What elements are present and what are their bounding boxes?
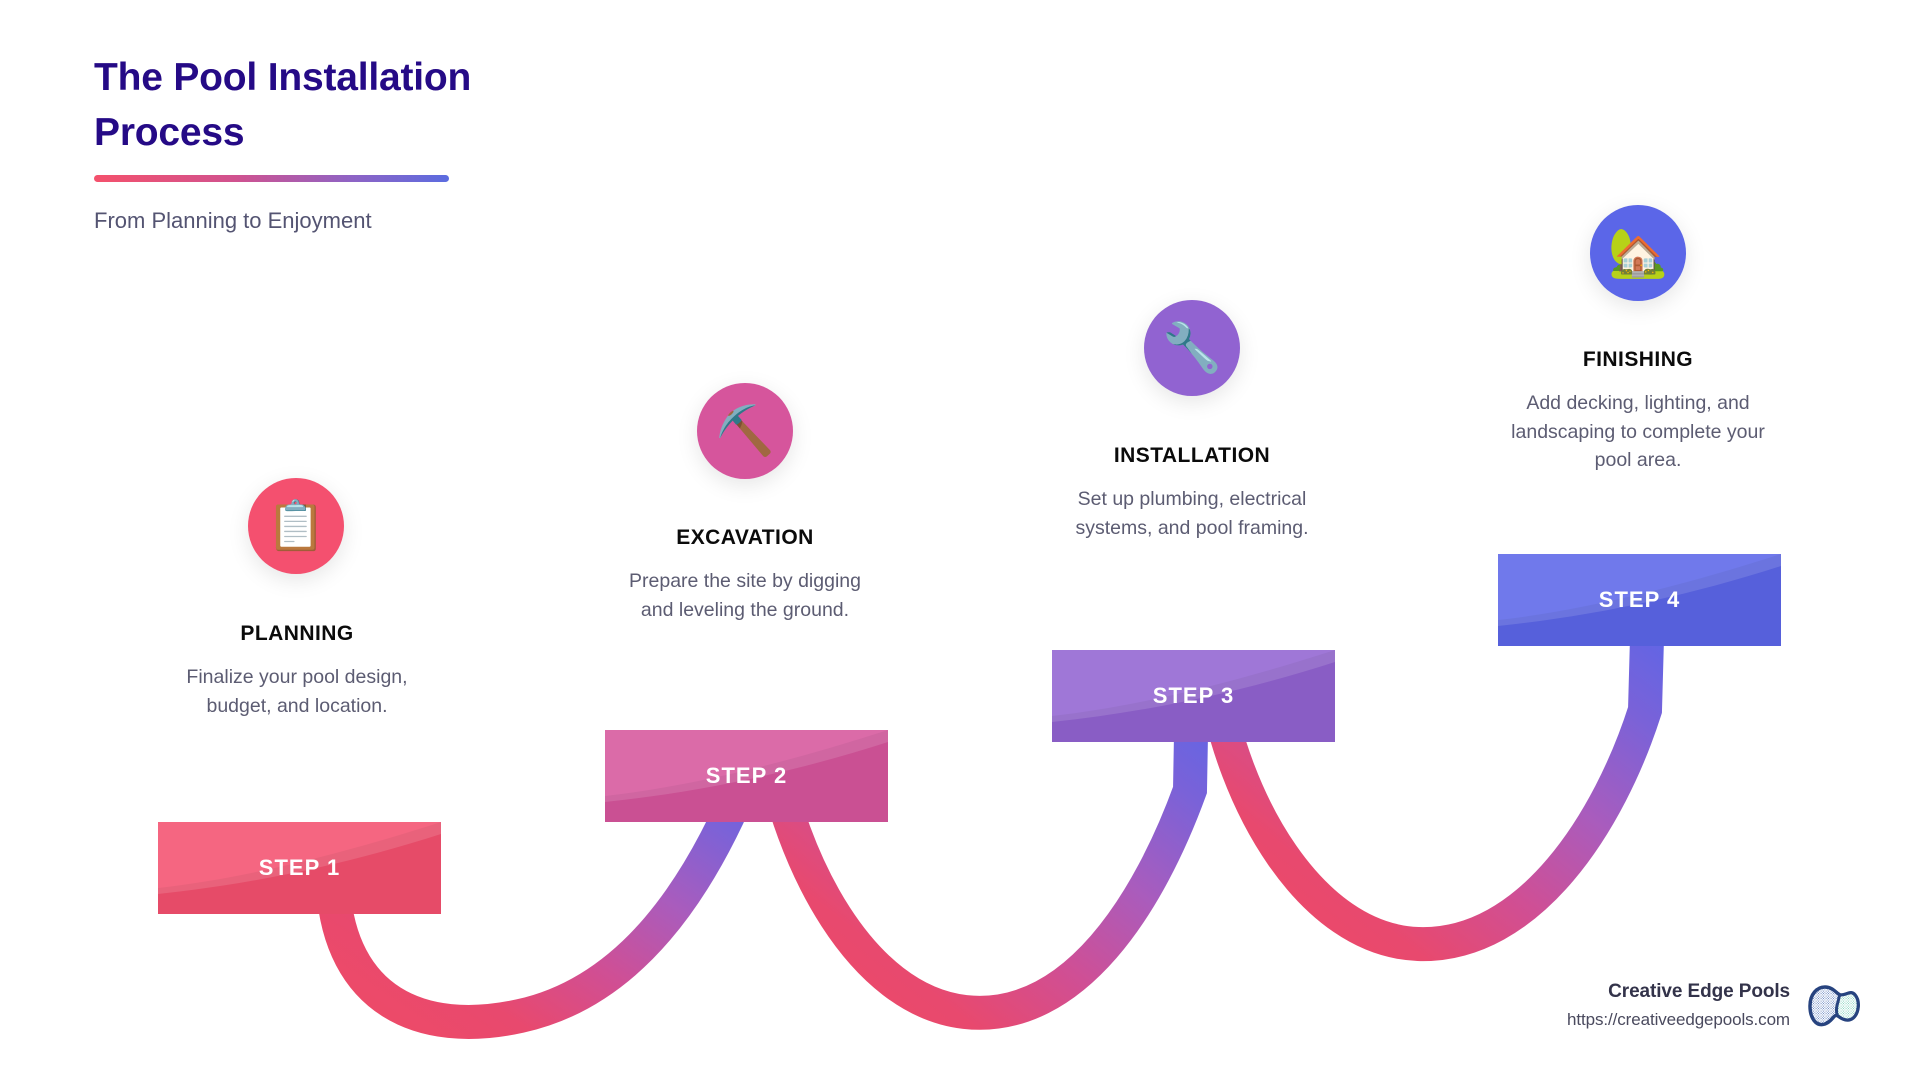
header: The Pool Installation Process From Plann… <box>94 50 654 234</box>
step-2-text-block: EXCAVATION Prepare the site by digging a… <box>590 526 900 624</box>
step-4-heading: FINISHING <box>1582 348 1694 371</box>
page-title: The Pool Installation Process <box>94 56 472 155</box>
step-3-text-block: INSTALLATION Set up plumbing, electrical… <box>1037 444 1347 542</box>
step-1-description: Finalize your pool design, budget, and l… <box>186 666 408 717</box>
wrench-icon-glyph: 🔧 <box>1162 322 1222 375</box>
clipboard-icon-glyph: 📋 <box>266 500 326 553</box>
pickaxe-icon: ⛏️ <box>697 383 793 479</box>
step-2-banner[interactable]: STEP 2 <box>605 730 888 822</box>
step-2-heading: EXCAVATION <box>676 526 814 549</box>
step-4-banner-label: STEP 4 <box>1598 587 1681 612</box>
page-subtitle: From Planning to Enjoyment <box>94 207 372 233</box>
step-1-text-block: PLANNING Finalize your pool design, budg… <box>142 622 452 720</box>
step-2-banner-label: STEP 2 <box>705 763 788 788</box>
step-4-banner[interactable]: STEP 4 <box>1498 554 1781 646</box>
step-4-text-block: FINISHING Add decking, lighting, and lan… <box>1483 348 1793 475</box>
step-1-heading: PLANNING <box>240 622 354 645</box>
step-3-heading: INSTALLATION <box>1113 444 1271 467</box>
step-3-banner-label: STEP 3 <box>1152 683 1235 708</box>
step-1-banner-label: STEP 1 <box>258 855 341 880</box>
house-with-garden-icon-glyph: 🏡 <box>1608 227 1668 280</box>
step-3-banner[interactable]: STEP 3 <box>1052 650 1335 742</box>
brand-url[interactable]: https://creativeedgepools.com <box>1567 1010 1790 1029</box>
title-underline-rule <box>94 174 449 182</box>
footer-brand: Creative Edge Pools https://creativeedge… <box>1567 981 1864 1030</box>
house-with-garden-icon: 🏡 <box>1590 205 1686 301</box>
footer-text-block: Creative Edge Pools https://creativeedge… <box>1567 981 1790 1030</box>
peanut-pool-logo-icon <box>1808 984 1860 1026</box>
step-1-banner[interactable]: STEP 1 <box>158 822 441 914</box>
step-3-description: Set up plumbing, electrical systems, and… <box>1075 488 1309 539</box>
brand-name: Creative Edge Pools <box>1608 981 1790 1002</box>
step-4-description: Add decking, lighting, and landscaping t… <box>1511 392 1765 472</box>
wrench-icon: 🔧 <box>1144 300 1240 396</box>
clipboard-icon: 📋 <box>248 478 344 574</box>
step-2-description: Prepare the site by digging and leveling… <box>629 570 861 621</box>
pickaxe-icon-glyph: ⛏️ <box>715 405 775 458</box>
